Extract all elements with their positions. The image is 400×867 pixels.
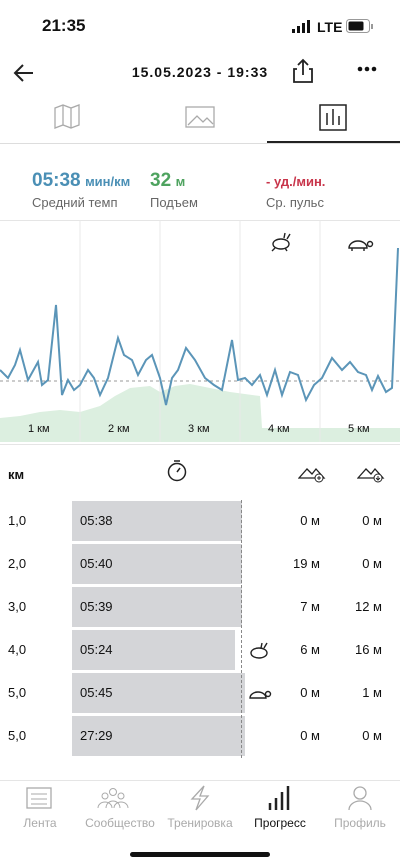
tab-feed[interactable]: Лента [23, 816, 57, 830]
split-row: 2,0 05:40 19 м 0 м [0, 544, 400, 584]
split-row: 4,0 05:24 6 м 16 м [0, 630, 400, 670]
slow-icon [348, 240, 374, 251]
pulse-value: - [266, 174, 271, 189]
tab-progress[interactable]: Прогресс [254, 816, 306, 830]
split-ascent: 19 м [292, 556, 320, 571]
view-tabs [0, 104, 400, 144]
split-ascent: 0 м [300, 513, 320, 528]
fast-icon [271, 232, 291, 252]
split-km: 3,0 [8, 599, 27, 614]
status-time: 21:35 [42, 16, 86, 35]
elevation-stat: 32 м [150, 170, 185, 192]
average-line [241, 500, 242, 758]
slow-badge [249, 690, 272, 699]
ascent-icon [298, 467, 326, 483]
split-row: 5,0 05:45 0 м 1 м [0, 673, 400, 713]
more-button[interactable] [357, 66, 377, 72]
split-bar [72, 501, 242, 541]
split-descent: 0 м [362, 513, 382, 528]
split-pace: 05:40 [80, 556, 113, 571]
split-descent: 16 м [354, 642, 382, 657]
split-ascent: 0 м [300, 728, 320, 743]
split-descent: 0 м [362, 556, 382, 571]
split-bar [72, 716, 245, 756]
table-header-km: км [8, 467, 25, 482]
tab-profile[interactable]: Профиль [334, 816, 386, 830]
split-row: 1,0 05:38 0 м 0 м [0, 501, 400, 541]
km-label: 5 км [348, 423, 370, 435]
split-bar [72, 630, 235, 670]
elevation-unit: м [175, 174, 186, 189]
split-km: 5,0 [8, 728, 27, 743]
pulse-unit: уд./мин. [273, 174, 326, 189]
split-descent: 12 м [354, 599, 382, 614]
km-label: 2 км [108, 423, 130, 435]
map-tab[interactable] [54, 104, 80, 129]
header-title: 15.05.2023 - 19:33 [131, 64, 269, 80]
tab-community[interactable]: Сообщество [85, 816, 155, 830]
split-ascent: 7 м [300, 599, 320, 614]
split-km: 4,0 [8, 642, 27, 657]
split-ascent: 6 м [300, 642, 320, 657]
chart-tab[interactable] [319, 104, 347, 131]
split-bar [72, 544, 242, 584]
km-axis: 1 км 2 км 3 км 4 км 5 км [0, 423, 400, 437]
split-pace: 27:29 [80, 728, 113, 743]
timer-icon [167, 460, 187, 482]
split-km: 2,0 [8, 556, 27, 571]
pulse-label: Ср. пульс [266, 195, 324, 210]
descent-icon [357, 467, 385, 483]
elevation-label: Подъем [150, 195, 198, 210]
elevation-value: 32 [150, 170, 172, 191]
battery-icon [346, 19, 373, 33]
pulse-stat: - уд./мин. [266, 174, 325, 189]
pace-value: 05:38 [32, 170, 81, 191]
pace-unit: мин/км [85, 174, 131, 189]
pace-stat: 05:38 мин/км [32, 170, 130, 192]
photo-tab[interactable] [185, 106, 215, 128]
km-label: 4 км [268, 423, 290, 435]
split-pace: 05:45 [80, 685, 113, 700]
split-pace: 05:38 [80, 513, 113, 528]
pace-chart [0, 220, 400, 442]
fast-badge [250, 642, 268, 659]
split-km: 5,0 [8, 685, 27, 700]
tab-workout[interactable]: Тренировка [167, 816, 233, 830]
share-button[interactable] [292, 58, 314, 84]
back-button[interactable] [12, 62, 36, 84]
km-label: 1 км [28, 423, 50, 435]
split-pace: 05:24 [80, 642, 113, 657]
split-pace: 05:39 [80, 599, 113, 614]
split-bar [72, 587, 242, 627]
divider [0, 444, 400, 445]
status-network: LTE [317, 19, 343, 35]
split-descent: 0 м [362, 728, 382, 743]
split-bar [72, 673, 245, 713]
tab-icons [26, 785, 372, 811]
split-ascent: 0 м [300, 685, 320, 700]
signal-icon [292, 20, 310, 33]
split-descent: 1 м [362, 685, 382, 700]
split-row: 3,0 05:39 7 м 12 м [0, 587, 400, 627]
km-label: 3 км [188, 423, 210, 435]
split-km: 1,0 [8, 513, 27, 528]
split-row: 5,0 27:29 0 м 0 м [0, 716, 400, 756]
home-indicator [130, 852, 270, 857]
pace-label: Средний темп [32, 195, 118, 210]
